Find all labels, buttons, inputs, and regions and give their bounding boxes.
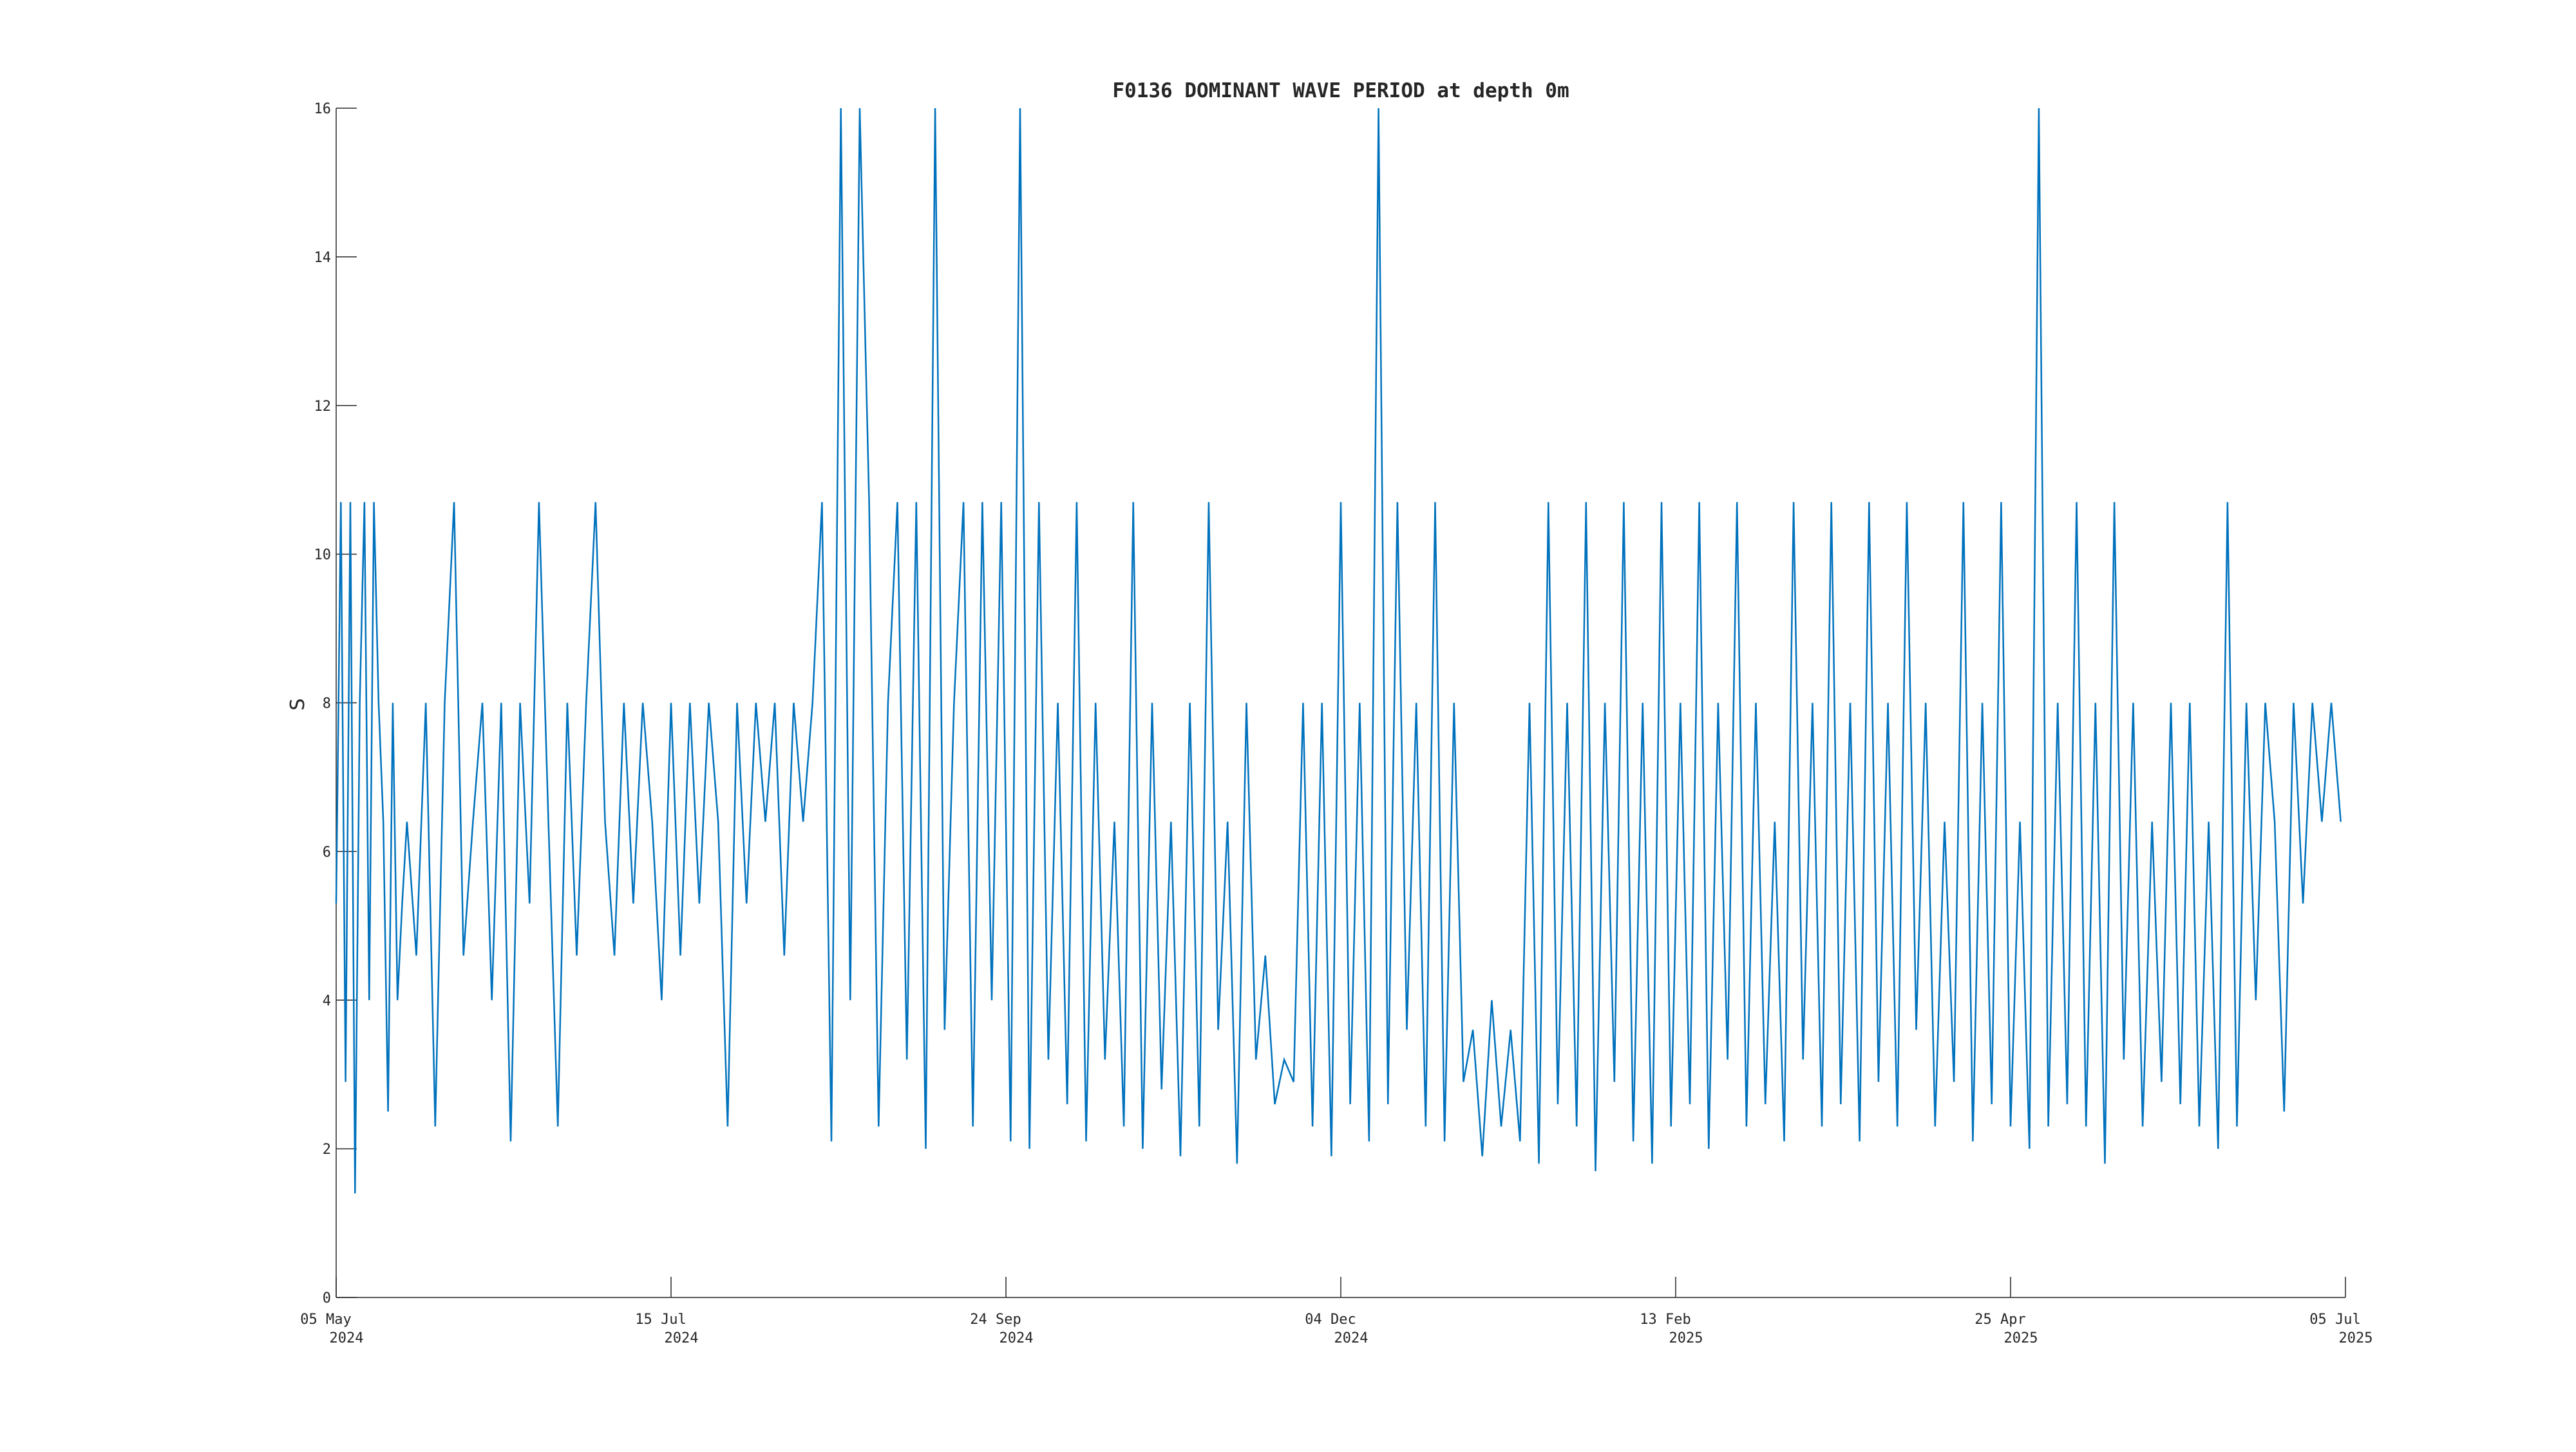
x-tick-sublabel: 2024 <box>999 1330 1034 1346</box>
y-tick-label: 6 <box>323 844 331 860</box>
y-tick-label: 12 <box>314 399 332 415</box>
series-group <box>336 108 2341 1193</box>
series-line <box>336 108 2341 1193</box>
x-tick-label: 24 Sep <box>970 1312 1021 1328</box>
x-tick-sublabel: 2025 <box>2339 1330 2373 1346</box>
x-tick-label: 04 Dec <box>1305 1312 1356 1328</box>
y-tick-label: 14 <box>314 250 332 266</box>
x-tick-label: 25 Apr <box>1975 1312 2025 1328</box>
x-tick-label: 13 Feb <box>1640 1312 1690 1328</box>
x-tick-label: 05 Jul <box>2309 1312 2360 1328</box>
y-ticks: 0 2 4 6 8 10 12 14 16 <box>314 101 357 1306</box>
y-tick-label: 10 <box>314 547 332 563</box>
y-tick-label: 16 <box>314 101 332 117</box>
y-axis-label: S <box>287 698 309 710</box>
x-tick-sublabel: 2024 <box>665 1330 699 1346</box>
y-tick-label: 2 <box>323 1142 331 1158</box>
x-tick-sublabel: 2025 <box>1669 1330 1703 1346</box>
y-tick-label: 0 <box>323 1290 331 1306</box>
x-tick-sublabel: 2024 <box>1334 1330 1368 1346</box>
chart-title: F0136 DOMINANT WAVE PERIOD at depth 0m <box>1112 79 1569 102</box>
y-tick-label: 4 <box>323 993 331 1009</box>
x-tick-sublabel: 2025 <box>2004 1330 2038 1346</box>
x-tick-label: 15 Jul <box>635 1312 686 1328</box>
y-tick-label: 8 <box>323 696 331 712</box>
x-tick-sublabel: 2024 <box>330 1330 364 1346</box>
x-ticks: 05 May 2024 15 Jul 2024 24 Sep 2024 04 Dec 2024… <box>300 1277 2372 1346</box>
x-tick-label: 05 May <box>300 1312 351 1328</box>
